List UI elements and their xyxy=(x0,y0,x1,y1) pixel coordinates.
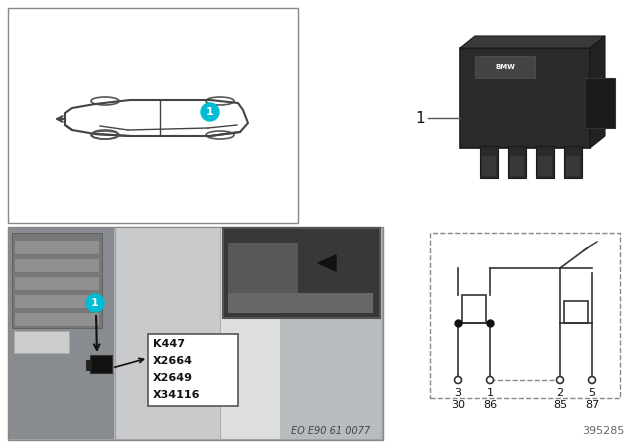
Text: BMW: BMW xyxy=(495,64,515,70)
Bar xyxy=(14,258,99,272)
Bar xyxy=(12,233,102,328)
Bar xyxy=(462,295,486,323)
Bar xyxy=(9,228,382,439)
Text: 1: 1 xyxy=(206,107,214,117)
Bar xyxy=(536,146,554,178)
Bar xyxy=(14,331,69,353)
Bar xyxy=(475,56,535,78)
Circle shape xyxy=(454,376,461,383)
Bar xyxy=(220,228,280,439)
Text: 3: 3 xyxy=(454,388,461,398)
Circle shape xyxy=(589,376,595,383)
Bar xyxy=(228,293,373,313)
Bar xyxy=(9,228,114,439)
Bar xyxy=(228,243,298,298)
Bar xyxy=(14,312,99,326)
Bar xyxy=(14,276,99,290)
Bar xyxy=(585,78,615,128)
Text: 2: 2 xyxy=(556,388,564,398)
Text: 30: 30 xyxy=(451,400,465,410)
Text: 1: 1 xyxy=(415,111,425,125)
Text: 86: 86 xyxy=(483,400,497,410)
Bar xyxy=(14,240,99,254)
Bar xyxy=(86,360,92,370)
Polygon shape xyxy=(318,255,336,271)
Text: K447: K447 xyxy=(153,339,185,349)
Bar xyxy=(480,146,498,178)
Circle shape xyxy=(86,294,104,312)
Bar xyxy=(538,156,552,176)
Text: 85: 85 xyxy=(553,400,567,410)
Text: X34116: X34116 xyxy=(153,390,200,400)
Bar xyxy=(430,233,620,398)
Bar xyxy=(510,156,524,176)
Bar xyxy=(566,156,580,176)
Text: 395285: 395285 xyxy=(582,426,625,436)
Bar xyxy=(223,228,380,318)
Text: X2664: X2664 xyxy=(153,356,193,366)
Bar xyxy=(482,156,496,176)
Text: 1: 1 xyxy=(486,388,493,398)
Text: EO E90 61 0077: EO E90 61 0077 xyxy=(291,426,370,436)
Bar xyxy=(564,146,582,178)
Circle shape xyxy=(201,103,219,121)
Bar xyxy=(8,227,383,440)
Circle shape xyxy=(557,376,563,383)
Bar xyxy=(90,355,112,373)
Polygon shape xyxy=(590,36,605,148)
Bar xyxy=(148,334,238,406)
Bar xyxy=(115,228,220,439)
Text: 87: 87 xyxy=(585,400,599,410)
Text: 1: 1 xyxy=(91,298,99,308)
Bar xyxy=(564,301,588,323)
Text: 5: 5 xyxy=(589,388,595,398)
Bar xyxy=(460,48,590,148)
Text: X2649: X2649 xyxy=(153,373,193,383)
Polygon shape xyxy=(460,36,605,48)
Bar xyxy=(8,8,298,223)
Bar xyxy=(280,228,380,439)
Bar xyxy=(14,294,99,308)
Circle shape xyxy=(486,376,493,383)
Bar xyxy=(508,146,526,178)
Bar xyxy=(224,229,379,317)
